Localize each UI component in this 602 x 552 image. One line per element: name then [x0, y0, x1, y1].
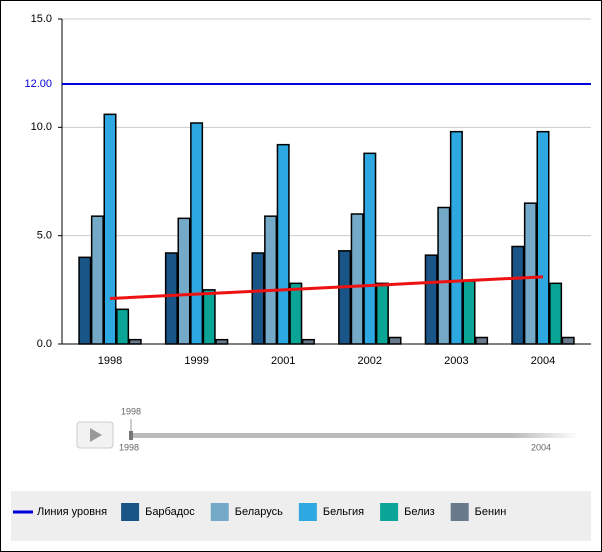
bar — [350, 213, 364, 345]
timeline-thumb[interactable] — [129, 431, 133, 440]
level-line-label: 12.00 — [24, 78, 52, 90]
x-tick-label: 2003 — [444, 355, 468, 367]
y-tick-label: 5.0 — [37, 230, 52, 242]
bar — [511, 245, 525, 345]
bar — [424, 254, 438, 345]
x-tick-label: 2004 — [531, 355, 555, 367]
bar — [536, 130, 550, 345]
bar — [190, 122, 204, 345]
legend-swatch — [210, 503, 229, 521]
timeline-end: 2004 — [531, 442, 551, 452]
bar — [177, 217, 191, 345]
timeline-current: 1998 — [121, 406, 141, 416]
bar — [388, 336, 402, 345]
bar — [561, 336, 575, 345]
bar — [363, 152, 377, 345]
legend-label: Барбадос — [145, 506, 195, 518]
legend-label: Беларусь — [235, 506, 283, 518]
bar — [251, 252, 265, 345]
bar — [164, 252, 178, 345]
timeline-start: 1998 — [119, 442, 139, 452]
bar — [475, 336, 489, 345]
x-tick-label: 1999 — [184, 355, 208, 367]
trend-line — [109, 275, 544, 300]
y-tick-label: 15.0 — [31, 13, 52, 25]
legend-label: Бенин — [475, 506, 507, 518]
y-tick-label: 10.0 — [31, 121, 52, 133]
bar — [437, 206, 451, 345]
bar — [549, 282, 563, 345]
timeline-track[interactable] — [129, 433, 579, 438]
bar — [103, 113, 117, 345]
bar — [202, 289, 216, 345]
bar — [116, 308, 130, 345]
play-icon — [90, 428, 102, 442]
bar — [289, 282, 303, 345]
bar — [449, 130, 463, 345]
bar — [128, 338, 142, 345]
y-tick-label: 0.0 — [37, 338, 52, 350]
bar — [276, 143, 290, 345]
bar — [375, 282, 389, 345]
bar — [215, 338, 229, 345]
legend-swatch — [380, 503, 399, 521]
legend-swatch — [450, 503, 469, 521]
bar — [264, 215, 278, 345]
bar — [90, 215, 104, 345]
legend-label: Бельгия — [323, 506, 364, 518]
legend-label: Белиз — [404, 506, 435, 518]
legend-label: Линия уровня — [37, 506, 107, 518]
bar — [462, 280, 476, 345]
x-tick-label: 2001 — [271, 355, 295, 367]
bar — [523, 202, 537, 345]
bar — [301, 338, 315, 345]
x-tick-label: 1998 — [98, 355, 122, 367]
x-tick-label: 2002 — [358, 355, 382, 367]
legend-swatch — [121, 503, 140, 521]
legend-swatch — [298, 503, 317, 521]
bar — [338, 250, 352, 345]
bar — [78, 256, 92, 345]
